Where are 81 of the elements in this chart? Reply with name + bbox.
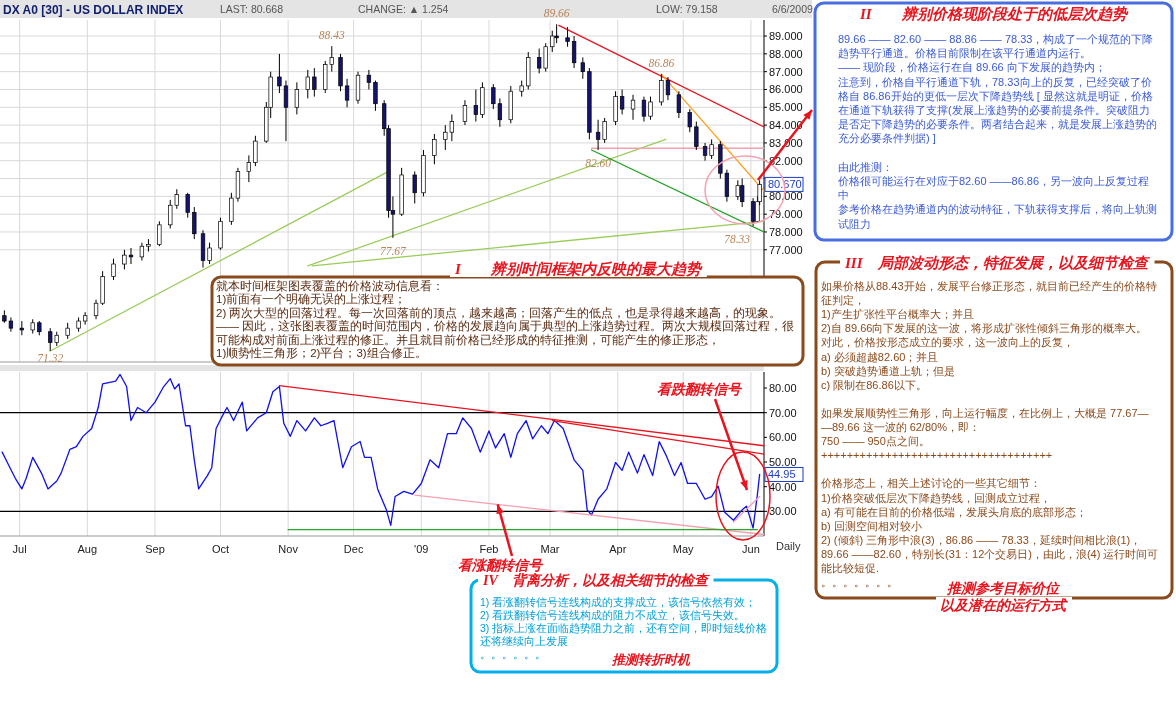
- text: 89.66 —— 82.60 —— 88.86 —— 78.33，构成了一个规范的下降趋势平行通道。价格目前限制在该平行通道内运行。: [838, 33, 1154, 60]
- text: IV 背离分析，以及相关细节的检查: [482, 572, 710, 588]
- y-tick-label: 60.00: [769, 431, 797, 444]
- text: 由此推测：: [838, 160, 893, 173]
- y-tick-label: 50.00: [769, 456, 797, 469]
- y-tick-label: 87.000: [769, 65, 803, 78]
- text: 推测参考目标价位: [946, 580, 1061, 596]
- text: 以及潜在的运行方式: [940, 597, 1068, 613]
- x-tick-label: Nov: [278, 543, 299, 555]
- y-tick-label: 88.000: [769, 47, 803, 60]
- annotation: 71.32: [37, 351, 64, 364]
- text: c) 限制在86.86以下。: [821, 378, 927, 391]
- x-tick-label: Jul: [12, 543, 27, 555]
- text: 如果价格从88.43开始，发展平台修正形态，就目前已经产生的价格特征判定，: [821, 280, 1157, 307]
- text: 1)价格突破低层次下降趋势线，回测成立过程，: [821, 491, 1051, 504]
- text: 注意到，价格自平行通道下轨，78.33向上的反复，已经突破了价格自 86.86开始的更低一层次下降趋势线 [ 显然这就是明证，价格在通道下轨获得了支撑(发展上涨趋势的必要前提条件。突破阻力是否定下降趋势的必要条件。两者结合起来，就是发展上涨趋势的充分必要条件判据) ]: [837, 75, 1157, 145]
- y-tick-label: 30.00: [769, 505, 797, 518]
- annotation: 2) 两次大型的回落过程。每一次回落前的顶点，越来越高；回落产生的低点，也是录得越来越高，的现象。: [216, 305, 782, 319]
- y-tick-label: 80.00: [769, 382, 797, 395]
- text: 1) 看涨翻转信号连线构成的支撑成立，该信号依然有效；: [480, 596, 757, 608]
- annotation: 86.86: [648, 57, 675, 70]
- text: 价格很可能运行在对应于82.60 ——86.86，另一波向上反复过程中: [837, 175, 1150, 202]
- text: 3) 指标上涨在面临趋势阻力之前，还有空间，即时短线价格还将继续向上发展: [480, 622, 768, 647]
- annotation: I 辨别时间框架内反映的最大趋势: [454, 261, 703, 277]
- text: ++++++++++++++++++++++++++++++++++++: [821, 449, 1053, 462]
- x-tick-label: Apr: [609, 543, 627, 555]
- text: 。。。。。。。: [821, 576, 898, 589]
- y-tick-label: 79.000: [769, 208, 803, 221]
- y-tick-label: 89.000: [769, 30, 803, 43]
- text: Daily: [776, 540, 801, 552]
- text: 2)自 89.66向下发展的这一波，将形成扩张性倾斜三角形的概率大。: [821, 322, 1148, 335]
- annotation: 看跌翻转信号: [657, 381, 743, 397]
- text: a) 有可能在目前的价格低端，发展头肩底的底部形态；: [821, 505, 1087, 518]
- y-tick-label: 85.000: [769, 101, 803, 114]
- x-tick-label: Jun: [742, 543, 760, 555]
- text: 2) 看跌翻转信号连线构成的阻力不成立，该信号失效。: [480, 609, 746, 621]
- x-tick-label: Dec: [343, 543, 364, 555]
- text: 对此，价格按形态成立的要求，这一波向上的反复，: [821, 336, 1074, 349]
- text: LAST: 80.668: [220, 3, 284, 15]
- x-tick-label: Aug: [77, 543, 98, 555]
- text: a) 必须超越82.60；并且: [821, 350, 939, 363]
- text: b) 回测空间相对较小: [821, 519, 922, 532]
- annotation: 89.66: [543, 7, 570, 20]
- text: III 局部波动形态，特征发展，以及细节检查: [844, 254, 1151, 271]
- text: 推测转折时机: [611, 652, 691, 667]
- annotation: 78.33: [724, 233, 751, 246]
- x-tick-label: May: [672, 543, 695, 555]
- annotation: 1)顺势性三角形；2)平台；3)组合修正。: [216, 347, 427, 359]
- x-tick-label: Feb: [479, 543, 499, 555]
- x-tick-label: Oct: [211, 543, 230, 555]
- text: —— 现阶段，价格运行在自 89.66 向下发展的趋势内；: [838, 61, 1106, 74]
- text: 如果发展顺势性三角形，向上运行幅度，在比例上，大概是 77.67——89.66 这一波的 62/80%，即：: [821, 406, 1149, 433]
- text: 。。。。。。: [480, 648, 546, 660]
- text: LOW: 79.158: [656, 3, 718, 15]
- annotation: 1)前面有一个明确无误的上涨过程；: [216, 293, 407, 306]
- annotation: 77.67: [379, 244, 408, 257]
- y-tick-label: 86.000: [769, 83, 803, 96]
- x-tick-label: Sep: [145, 543, 165, 555]
- text: CHANGE: ▲ 1.254: [358, 3, 449, 15]
- text: b) 突破趋势通道上轨；但是: [821, 364, 955, 377]
- annotation: 就本时间框架图表覆盖的价格波动信息看：: [216, 279, 444, 292]
- text: 参考价格在趋势通道内的波动特征，下轨获得支撑后，将向上轨测试阻力: [838, 203, 1157, 230]
- annotation: 80.670: [768, 178, 802, 191]
- text: 2) (倾斜) 三角形中浪(3)，86.86 —— 78.33，延续时间相比浪(1)，89.66 ——82.60，特别长(31：12个交易日)，由此，浪(4) 运行时间可能比较短促.: [821, 533, 1159, 574]
- text: 750 —— 950点之间。: [821, 435, 930, 448]
- y-tick-label: 78.000: [769, 225, 803, 238]
- annotation: 88.43: [318, 29, 345, 42]
- x-tick-label: Mar: [540, 543, 560, 555]
- text: 1)产生扩张性平台概率大；并且: [821, 308, 974, 321]
- y-tick-label: 77.000: [769, 243, 803, 256]
- text: 价格形态上，相关上述讨论的一些其它细节：: [820, 477, 1041, 490]
- y-tick-label: 80.000: [769, 190, 803, 203]
- annotation: —— 因此，这张图表覆盖的时间范围内，价格的发展趋向属于典型的上涨趋势过程。两次大规模回落过程，很可能构成对前面上涨过程的修正。并且就目前价格已经形成的特征推测，可能产生的修正形态，: [216, 319, 795, 346]
- annotation: 44.95: [768, 468, 796, 481]
- x-tick-label: '09: [414, 543, 429, 555]
- y-tick-label: 70.00: [769, 406, 797, 419]
- annotation: 看涨翻转信号: [458, 557, 544, 573]
- chart-title: DX A0 [30] - US DOLLAR INDEX: [3, 3, 184, 17]
- text: II 辨别价格现阶段处于的低层次趋势: [859, 6, 1129, 22]
- y-tick-label: 40.00: [769, 480, 797, 493]
- text: 6/6/2009: [772, 3, 814, 15]
